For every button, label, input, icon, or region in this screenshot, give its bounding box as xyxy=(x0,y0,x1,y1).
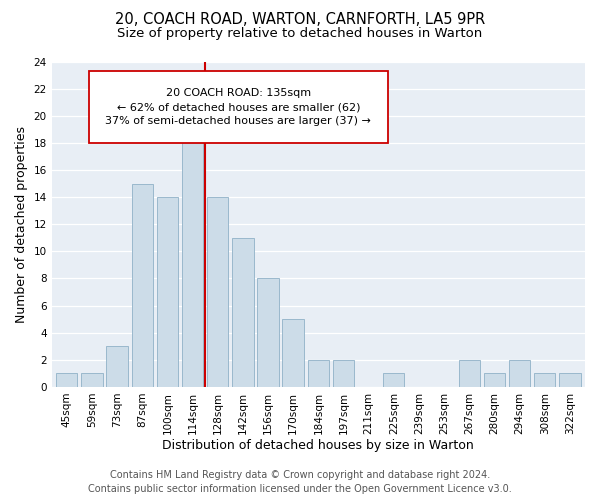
Bar xyxy=(232,238,254,387)
Bar xyxy=(106,346,128,387)
Bar xyxy=(534,374,556,387)
Bar xyxy=(333,360,354,387)
Bar xyxy=(207,197,229,387)
Bar xyxy=(131,184,153,387)
Bar xyxy=(308,360,329,387)
Bar xyxy=(283,319,304,387)
Bar xyxy=(182,116,203,387)
Bar xyxy=(257,278,279,387)
Bar xyxy=(383,374,404,387)
Text: Contains HM Land Registry data © Crown copyright and database right 2024.
Contai: Contains HM Land Registry data © Crown c… xyxy=(88,470,512,494)
Bar xyxy=(484,374,505,387)
Bar xyxy=(458,360,480,387)
Bar xyxy=(509,360,530,387)
Bar xyxy=(56,374,77,387)
Y-axis label: Number of detached properties: Number of detached properties xyxy=(15,126,28,322)
Text: 20, COACH ROAD, WARTON, CARNFORTH, LA5 9PR: 20, COACH ROAD, WARTON, CARNFORTH, LA5 9… xyxy=(115,12,485,28)
Bar xyxy=(559,374,581,387)
Bar xyxy=(81,374,103,387)
Text: Size of property relative to detached houses in Warton: Size of property relative to detached ho… xyxy=(118,28,482,40)
Text: 20 COACH ROAD: 135sqm
← 62% of detached houses are smaller (62)
37% of semi-deta: 20 COACH ROAD: 135sqm ← 62% of detached … xyxy=(106,88,371,126)
X-axis label: Distribution of detached houses by size in Warton: Distribution of detached houses by size … xyxy=(163,440,474,452)
FancyBboxPatch shape xyxy=(89,72,388,143)
Bar xyxy=(157,197,178,387)
